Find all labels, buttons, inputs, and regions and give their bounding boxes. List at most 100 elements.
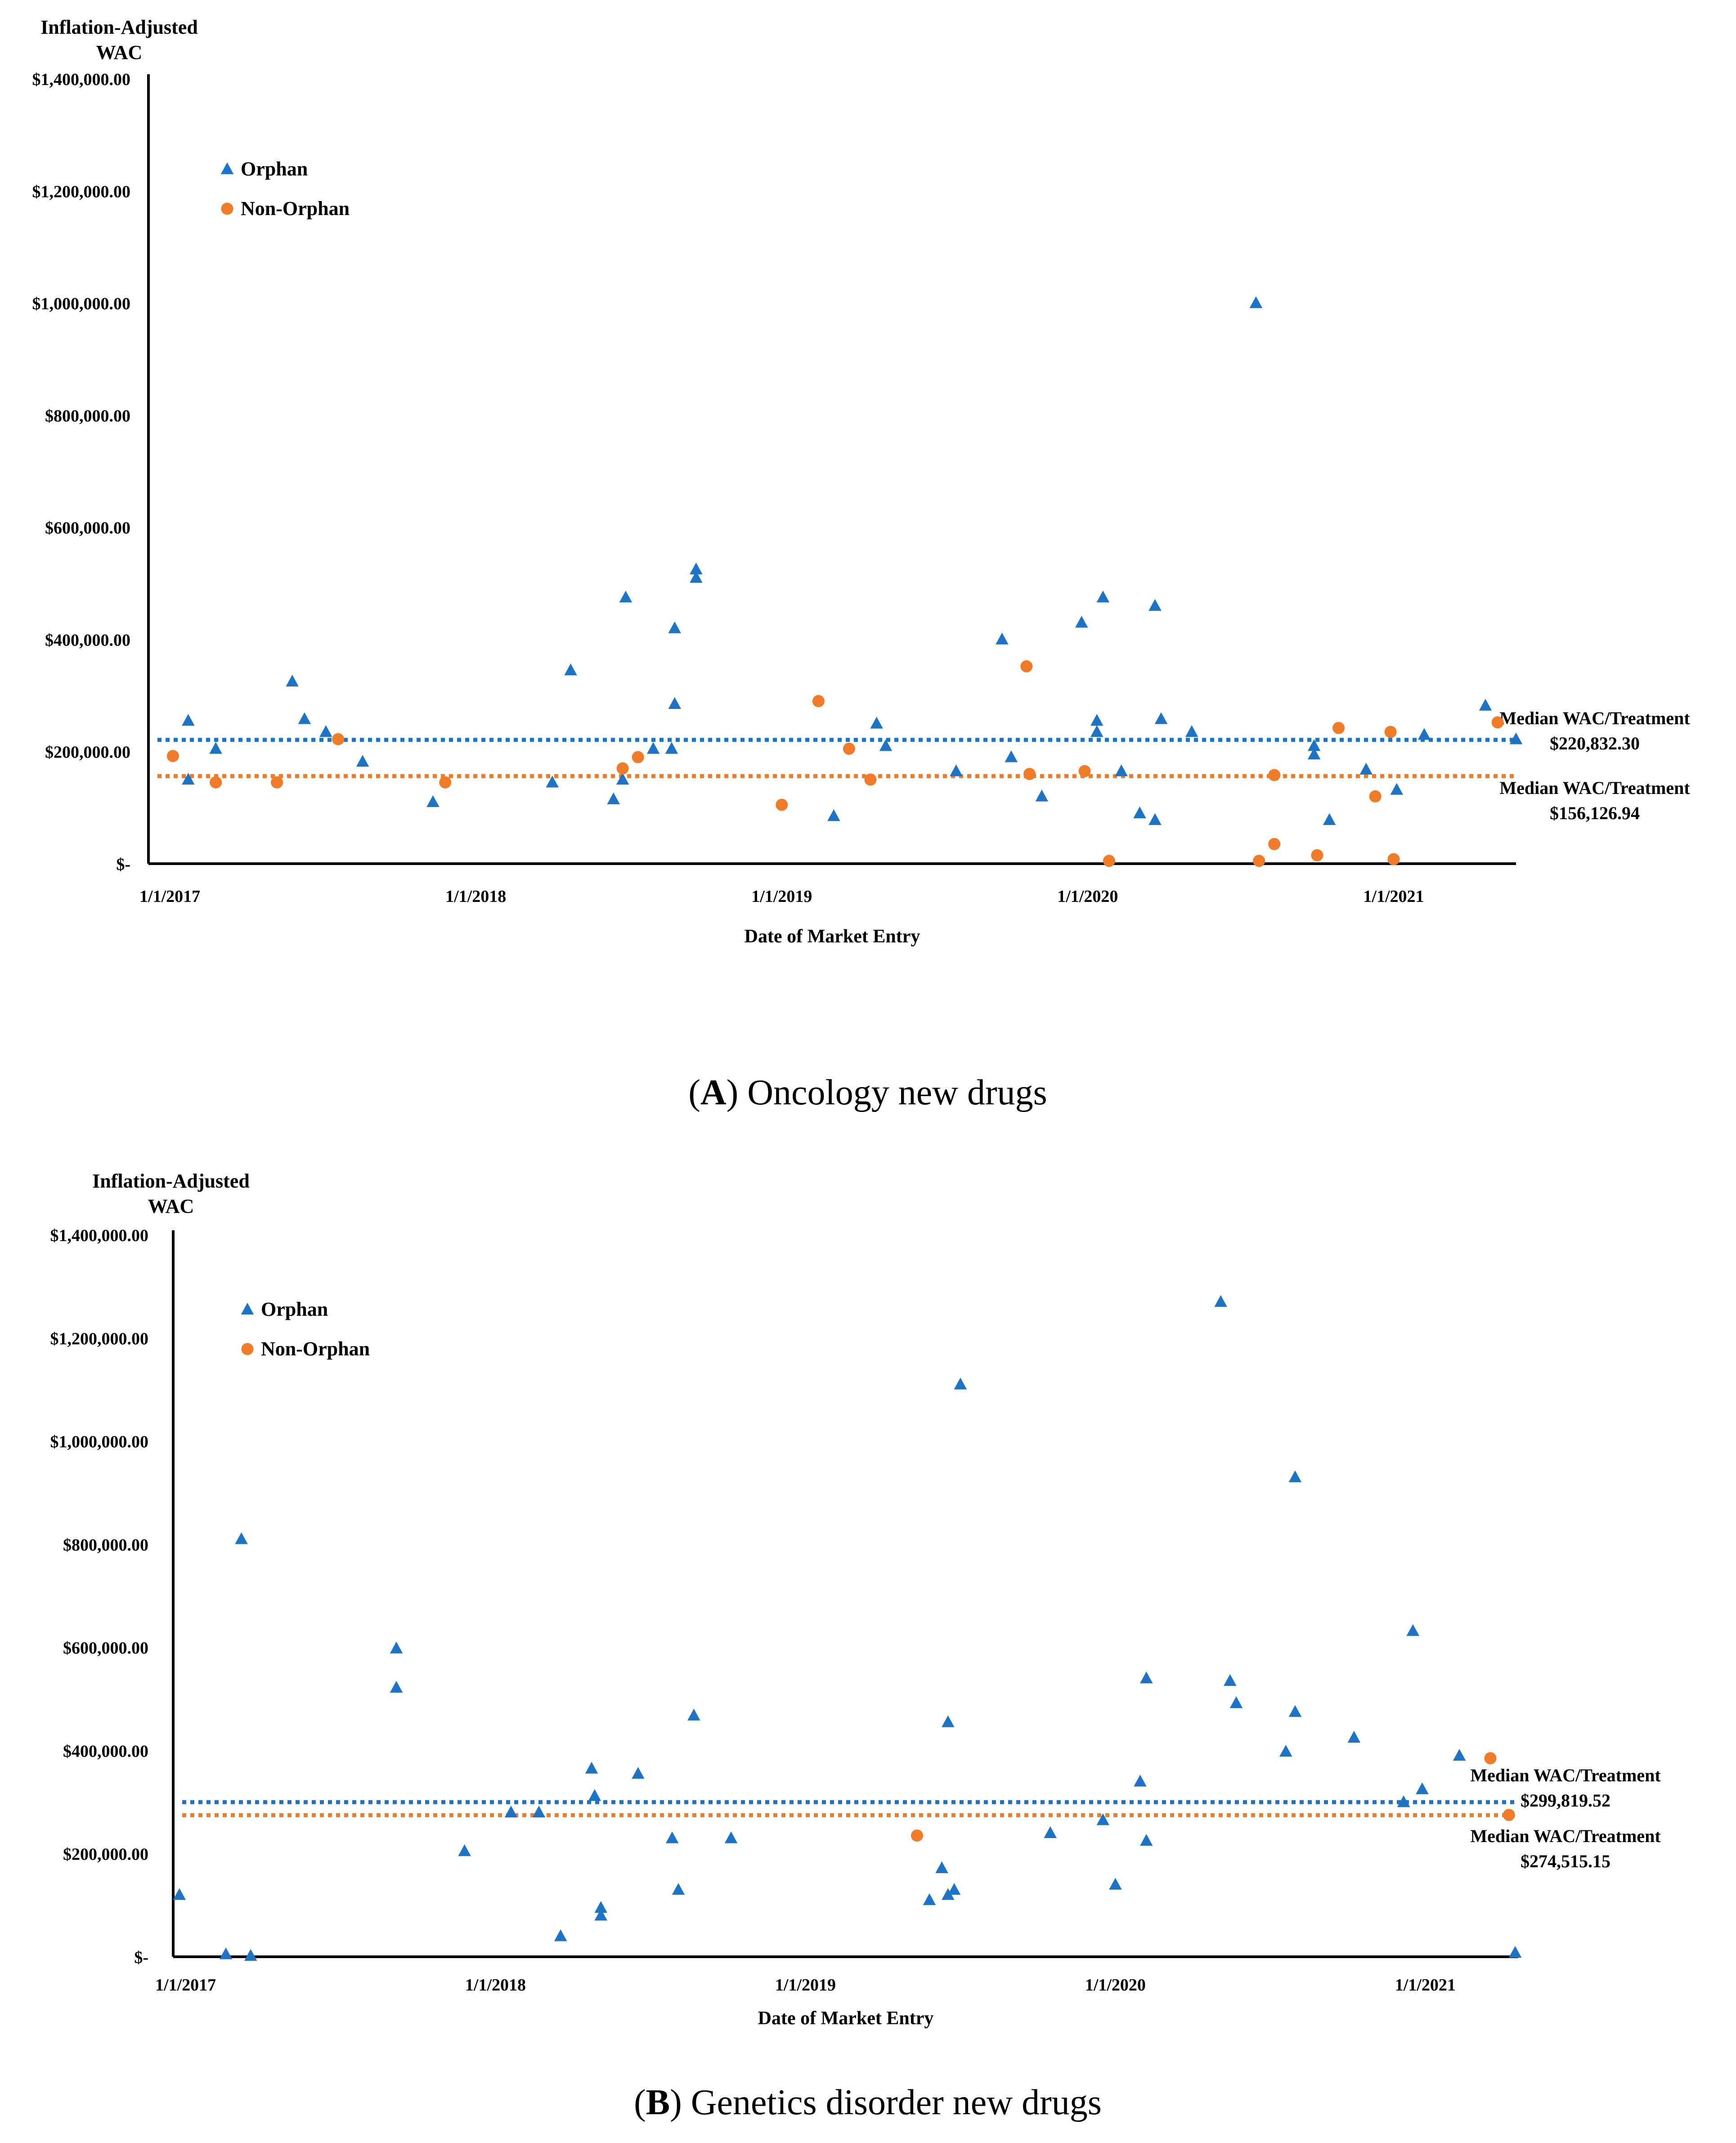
panel-a-point-non-orphan bbox=[166, 750, 179, 762]
panel-b-point-orphan bbox=[588, 1789, 601, 1801]
panel-a-point-orphan bbox=[668, 697, 682, 709]
panel-a-point-non-orphan bbox=[864, 773, 877, 786]
panel-a-point-non-orphan bbox=[1387, 853, 1400, 865]
panel-b-x-axis-label: Date of Market Entry bbox=[758, 2008, 934, 2029]
panel-a-legend-orphan-label: Orphan bbox=[241, 158, 308, 180]
panel-a-point-non-orphan bbox=[1103, 855, 1115, 867]
panel-a-y-tick-label: $1,000,000.00 bbox=[32, 295, 131, 314]
panel-a-point-non-orphan bbox=[1023, 768, 1036, 780]
panel-a-point-non-orphan bbox=[812, 695, 825, 708]
panel-a-point-orphan bbox=[546, 776, 559, 788]
panel-a-point-orphan bbox=[665, 742, 678, 754]
panel-b-point-non-orphan bbox=[1503, 1809, 1515, 1821]
panel-b-point-orphan bbox=[1229, 1696, 1243, 1708]
panel-b-point-orphan bbox=[1214, 1295, 1227, 1307]
panel-a-point-non-orphan bbox=[439, 776, 452, 789]
panel-b-point-non-orphan bbox=[911, 1829, 923, 1842]
panel-b-point-orphan bbox=[1397, 1795, 1410, 1807]
panel-b-y-tick-label: $- bbox=[134, 1948, 148, 1967]
panel-b-point-orphan bbox=[1279, 1744, 1292, 1757]
panel-b-point-orphan bbox=[585, 1762, 598, 1774]
panel-b-point-orphan bbox=[923, 1893, 936, 1905]
panel-b-point-orphan bbox=[665, 1831, 679, 1843]
panel-a-point-orphan bbox=[870, 717, 883, 729]
panel-a-point-orphan bbox=[1148, 813, 1162, 825]
panel-b-median-label: Median WAC/Treatment $299,819.52 bbox=[1470, 1765, 1661, 1811]
panel-a-point-orphan bbox=[1509, 732, 1523, 744]
panel-a-caption: (A) Oncology new drugs bbox=[688, 1073, 1047, 1112]
panel-a-point-non-orphan bbox=[1268, 838, 1281, 850]
panel-b-point-orphan bbox=[554, 1929, 567, 1941]
panel-a-point-orphan bbox=[1148, 599, 1162, 611]
panel-b-caption: (B) Genetics disorder new drugs bbox=[634, 2083, 1102, 2122]
panel-a-caption-letter: A bbox=[700, 1073, 727, 1112]
panel-b-point-orphan bbox=[390, 1681, 403, 1693]
panel-a-point-orphan bbox=[298, 712, 311, 724]
panel-b-point-orphan bbox=[390, 1641, 403, 1654]
panel-b-point-orphan bbox=[1134, 1775, 1147, 1787]
panel-a-point-orphan bbox=[1359, 762, 1373, 775]
panel-b-median-label: Median WAC/Treatment $274,515.15 bbox=[1470, 1826, 1661, 1871]
panel-b-chart: Inflation-Adjusted WAC $- $200,000.00 $400,0… bbox=[50, 1170, 1661, 2029]
panel-a-point-non-orphan bbox=[1078, 765, 1091, 777]
panel-a-y-tick-label: $600,000.00 bbox=[45, 519, 130, 538]
panel-b-y-axis-label: Inflation-Adjusted WAC bbox=[92, 1170, 250, 1217]
panel-a-point-orphan bbox=[690, 571, 703, 583]
panel-a-caption-text: Oncology new drugs bbox=[747, 1073, 1047, 1112]
panel-b-y-tick-label: $1,000,000.00 bbox=[50, 1433, 149, 1452]
panel-a-point-non-orphan bbox=[776, 798, 788, 811]
panel-a-point-orphan bbox=[619, 590, 632, 603]
panel-a-x-tick-label: 1/1/2020 bbox=[1057, 887, 1118, 906]
panel-a-point-non-orphan bbox=[1369, 790, 1382, 803]
panel-b-point-orphan bbox=[1453, 1748, 1466, 1761]
panel-a-median-label: Median WAC/Treatment $220,832.30 bbox=[1499, 708, 1690, 753]
panel-b-point-orphan bbox=[954, 1377, 967, 1390]
panel-a-point-orphan bbox=[564, 663, 577, 676]
panel-b-point-orphan bbox=[1140, 1834, 1153, 1846]
panel-a-y-tick-label: $- bbox=[116, 855, 130, 874]
panel-b-legend-non-orphan-label: Non-Orphan bbox=[261, 1338, 370, 1360]
panel-b-point-orphan bbox=[935, 1861, 948, 1874]
panel-b-point-orphan bbox=[942, 1888, 955, 1900]
panel-b-y-tick-label: $400,000.00 bbox=[63, 1742, 148, 1761]
panel-a-point-orphan bbox=[1096, 590, 1110, 603]
panel-a-point-orphan bbox=[827, 809, 840, 821]
panel-a-point-orphan bbox=[1005, 750, 1018, 762]
panel-b-x-tick-label: 1/1/2018 bbox=[465, 1976, 526, 1995]
panel-a-point-orphan bbox=[1249, 296, 1263, 308]
panel-a-point-orphan bbox=[209, 742, 222, 754]
panel-a-point-non-orphan bbox=[1253, 855, 1265, 867]
panel-a-x-tick-label: 1/1/2019 bbox=[751, 887, 812, 906]
panel-b-y-tick-label: $800,000.00 bbox=[63, 1536, 148, 1555]
panel-b-point-orphan bbox=[458, 1844, 471, 1856]
panel-b-point-orphan bbox=[1096, 1813, 1110, 1825]
panel-b-caption-letter: B bbox=[646, 2083, 670, 2122]
panel-a-point-non-orphan bbox=[1020, 660, 1033, 672]
panel-a-chart: Inflation-Adjusted WAC $- $200,000.00 $400,0… bbox=[32, 16, 1691, 947]
panel-a-point-non-orphan bbox=[1311, 849, 1323, 861]
panel-a-point-non-orphan bbox=[210, 776, 222, 789]
panel-a-point-orphan bbox=[616, 773, 629, 785]
panel-a-x-tick-label: 1/1/2018 bbox=[445, 887, 506, 906]
panel-b-x-tick-label: 1/1/2021 bbox=[1395, 1976, 1456, 1995]
panel-b-legend-orphan-marker bbox=[241, 1303, 254, 1315]
panel-a-point-non-orphan bbox=[1268, 769, 1281, 781]
panel-a-point-orphan bbox=[1035, 789, 1049, 802]
panel-a-point-non-orphan bbox=[1384, 726, 1397, 738]
panel-a-y-tick-label: $1,200,000.00 bbox=[32, 182, 131, 201]
panel-b-point-orphan bbox=[1109, 1878, 1122, 1890]
panel-b-point-orphan bbox=[1140, 1671, 1153, 1684]
panel-b-y-tick-label: $200,000.00 bbox=[63, 1845, 148, 1864]
panel-b-point-non-orphan bbox=[1484, 1752, 1497, 1765]
panel-a-point-non-orphan bbox=[1332, 722, 1345, 734]
panel-a-point-orphan bbox=[1418, 728, 1431, 740]
panel-a-point-orphan bbox=[1090, 725, 1104, 737]
panel-b-point-orphan bbox=[947, 1883, 961, 1895]
panel-a-point-orphan bbox=[1307, 739, 1321, 751]
panel-b-point-orphan bbox=[672, 1883, 685, 1895]
panel-a-x-tick-label: 1/1/2021 bbox=[1363, 887, 1424, 906]
panel-b-point-orphan bbox=[504, 1806, 518, 1818]
panel-b-point-orphan bbox=[1224, 1674, 1237, 1686]
panel-a-y-tick-label: $200,000.00 bbox=[45, 743, 130, 762]
panel-a-median-label: Median WAC/Treatment $156,126.94 bbox=[1499, 778, 1690, 823]
